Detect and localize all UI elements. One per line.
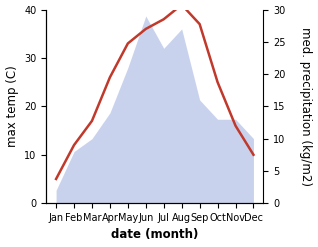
Y-axis label: max temp (C): max temp (C) xyxy=(5,65,18,147)
Y-axis label: med. precipitation (kg/m2): med. precipitation (kg/m2) xyxy=(300,27,313,186)
X-axis label: date (month): date (month) xyxy=(111,228,198,242)
